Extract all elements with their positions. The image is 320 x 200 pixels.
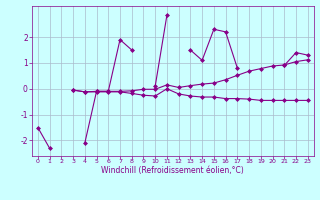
X-axis label: Windchill (Refroidissement éolien,°C): Windchill (Refroidissement éolien,°C)	[101, 166, 244, 175]
